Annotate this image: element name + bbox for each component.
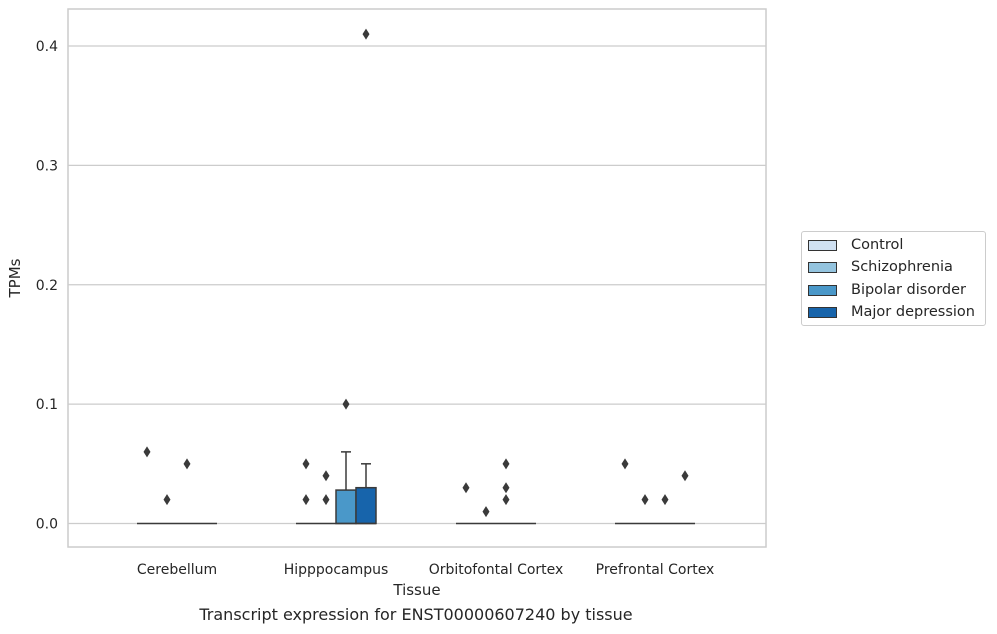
legend: Control Schizophrenia Bipolar disorder M… xyxy=(801,231,986,326)
outlier-point xyxy=(302,494,310,506)
legend-swatch-bipolar-disorder xyxy=(808,284,837,296)
legend-label-major-depression: Major depression xyxy=(851,304,975,320)
plot-area-frame xyxy=(67,8,767,548)
outlier-point xyxy=(641,494,649,506)
y-tick-label: 0.3 xyxy=(36,158,58,174)
x-tick-label: Hipppocampus xyxy=(284,562,389,578)
box-3-1 xyxy=(355,486,377,525)
y-tick-label: 0.0 xyxy=(36,517,58,533)
outlier-point xyxy=(362,28,370,40)
figure-caption: Transcript expression for ENST0000060724… xyxy=(199,605,633,624)
outlier-point xyxy=(302,458,310,470)
outlier-point xyxy=(502,482,510,494)
outlier-point xyxy=(661,494,669,506)
outlier-point xyxy=(462,482,470,494)
legend-label-bipolar-disorder: Bipolar disorder xyxy=(851,282,966,298)
outlier-point xyxy=(163,494,171,506)
x-tick-label: Cerebellum xyxy=(137,562,217,578)
legend-swatch-major-depression xyxy=(808,306,837,318)
outlier-point xyxy=(681,470,689,482)
box-layer xyxy=(137,28,695,525)
legend-label-control: Control xyxy=(851,237,904,253)
outlier-point xyxy=(342,398,350,410)
box-2-1 xyxy=(335,489,357,525)
grid-layer xyxy=(68,45,766,525)
legend-swatch-control xyxy=(808,239,837,251)
y-tick-label: 0.1 xyxy=(36,397,58,413)
legend-label-schizophrenia: Schizophrenia xyxy=(851,259,953,275)
x-axis-label: Tissue xyxy=(392,581,440,599)
y-axis-label: TPMs xyxy=(6,258,24,298)
legend-swatch-schizophrenia xyxy=(808,261,837,273)
legend-item-control: Control xyxy=(808,235,903,255)
x-tick-label: Prefrontal Cortex xyxy=(596,562,715,578)
outlier-point xyxy=(502,494,510,506)
outlier-point xyxy=(183,458,191,470)
y-tick-label: 0.4 xyxy=(36,39,58,55)
legend-item-schizophrenia: Schizophrenia xyxy=(808,257,953,277)
outlier-point xyxy=(502,458,510,470)
outlier-point xyxy=(322,494,330,506)
legend-item-major-depression: Major depression xyxy=(808,302,975,322)
outlier-point xyxy=(143,446,151,458)
y-tick-label: 0.2 xyxy=(36,278,58,294)
x-tick-label: Orbitofontal Cortex xyxy=(429,562,564,578)
tick-layer: 0.0 0.1 0.2 0.3 0.4 Cerebellum Hipppocampus Orb… xyxy=(36,39,715,578)
outlier-point xyxy=(621,458,629,470)
outlier-point xyxy=(322,470,330,482)
legend-item-bipolar-disorder: Bipolar disorder xyxy=(808,280,966,300)
outlier-point xyxy=(482,506,490,518)
